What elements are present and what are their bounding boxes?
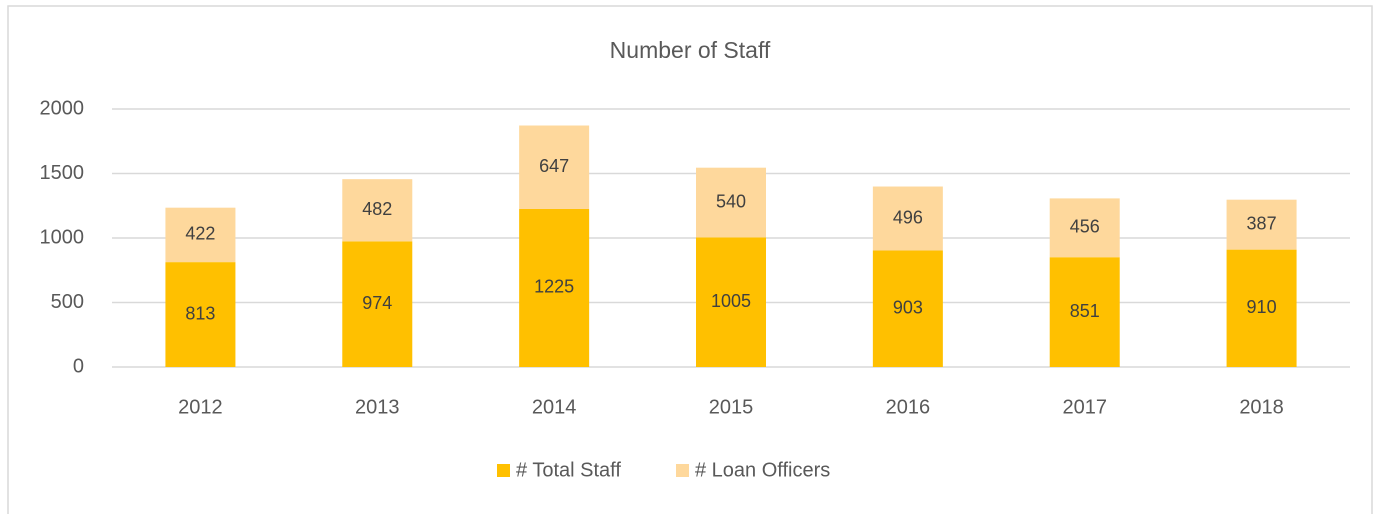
- y-tick-label: 1500: [40, 162, 85, 184]
- x-tick-label: 2017: [1062, 396, 1107, 418]
- x-tick-label: 2015: [709, 396, 754, 418]
- bar-segment: [519, 208, 590, 367]
- data-label: 813: [185, 303, 215, 323]
- legend-swatch: [497, 464, 510, 477]
- y-tick-label: 500: [51, 291, 84, 313]
- x-tick-label: 2018: [1239, 396, 1284, 418]
- bar-segment: [1226, 249, 1297, 367]
- data-label: 1005: [711, 291, 751, 311]
- x-tick-label: 2016: [886, 396, 931, 418]
- bar-segment: [519, 125, 590, 209]
- data-label: 482: [362, 199, 392, 219]
- chart-title: Number of Staff: [610, 37, 771, 63]
- bar-segment: [342, 179, 413, 242]
- y-tick-label: 1000: [40, 226, 85, 248]
- data-label: 910: [1247, 297, 1277, 317]
- legend-label: # Loan Officers: [695, 459, 830, 481]
- bar-segment: [696, 237, 766, 367]
- legend-swatch: [676, 464, 689, 477]
- x-tick-label: 2013: [355, 396, 400, 418]
- bar-segment: [165, 262, 236, 367]
- data-label: 496: [893, 207, 923, 227]
- data-label: 422: [185, 224, 215, 244]
- data-label: 540: [716, 191, 746, 211]
- data-label: 903: [893, 298, 923, 318]
- y-tick-label: 2000: [40, 97, 85, 119]
- y-tick-label: 0: [73, 355, 84, 377]
- bar-segment: [1049, 198, 1120, 258]
- x-tick-label: 2014: [532, 396, 577, 418]
- bar-segment: [165, 207, 236, 263]
- data-label: 974: [362, 293, 392, 313]
- data-label: 1225: [534, 277, 574, 297]
- bar-segment: [1049, 257, 1120, 367]
- data-label: 851: [1070, 301, 1100, 321]
- bar-segment: [1226, 199, 1297, 250]
- data-label: 456: [1070, 217, 1100, 237]
- legend-label: # Total Staff: [516, 459, 621, 481]
- x-tick-label: 2012: [178, 396, 223, 418]
- bar-segment: [872, 186, 943, 251]
- bar-segment: [872, 250, 943, 367]
- data-label: 647: [539, 156, 569, 176]
- bar-segment: [342, 241, 413, 367]
- bar-segment: [696, 167, 766, 238]
- data-label: 387: [1247, 213, 1277, 233]
